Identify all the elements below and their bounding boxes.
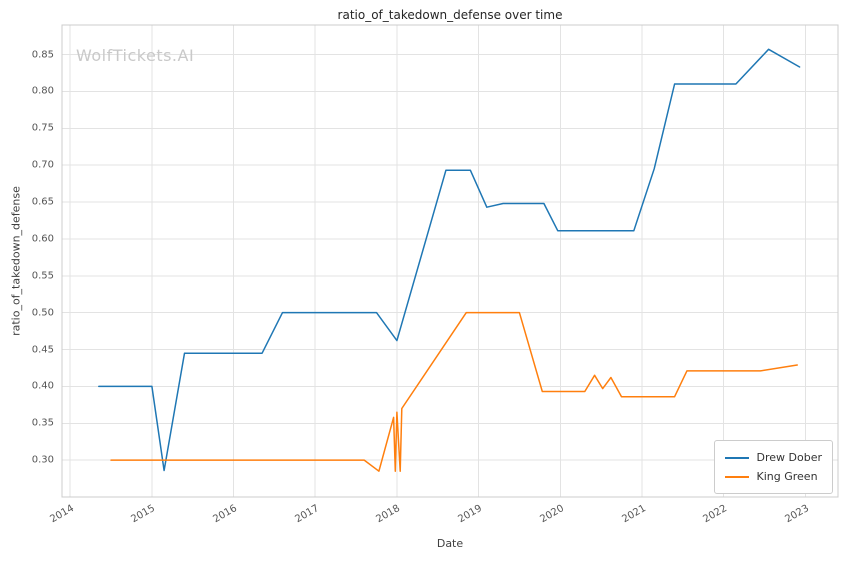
- y-tick-label: 0.30: [31, 454, 54, 466]
- y-tick-label: 0.65: [31, 196, 54, 208]
- legend-line-sample: [724, 475, 749, 478]
- series-line-drew-dober: [98, 48, 801, 472]
- watermark: WolfTickets.AI: [76, 46, 195, 65]
- legend-item: Drew Dober: [724, 448, 822, 467]
- series-line-king-green: [110, 311, 798, 472]
- plot-border: [61, 24, 839, 498]
- y-tick-label: 0.50: [31, 307, 54, 319]
- y-tick-label: 0.60: [31, 233, 54, 245]
- y-tick-label: 0.80: [31, 85, 54, 97]
- y-tick-label: 0.85: [31, 49, 54, 60]
- legend-label: King Green: [756, 470, 818, 483]
- legend-label: Drew Dober: [756, 451, 822, 464]
- legend-item: King Green: [724, 467, 822, 486]
- y-tick-label: 0.75: [31, 122, 54, 134]
- y-tick-label: 0.45: [31, 344, 54, 355]
- legend: Drew Dober King Green: [713, 440, 833, 494]
- y-tick-label: 0.70: [31, 159, 54, 171]
- y-tick-label: 0.40: [31, 380, 54, 392]
- y-tick-label: 0.55: [31, 270, 54, 282]
- y-tick-label: 0.35: [31, 417, 54, 429]
- legend-line-sample: [724, 456, 749, 459]
- chart-title: ratio_of_takedown_defense over time: [337, 8, 563, 22]
- x-axis-label: Date: [436, 537, 464, 550]
